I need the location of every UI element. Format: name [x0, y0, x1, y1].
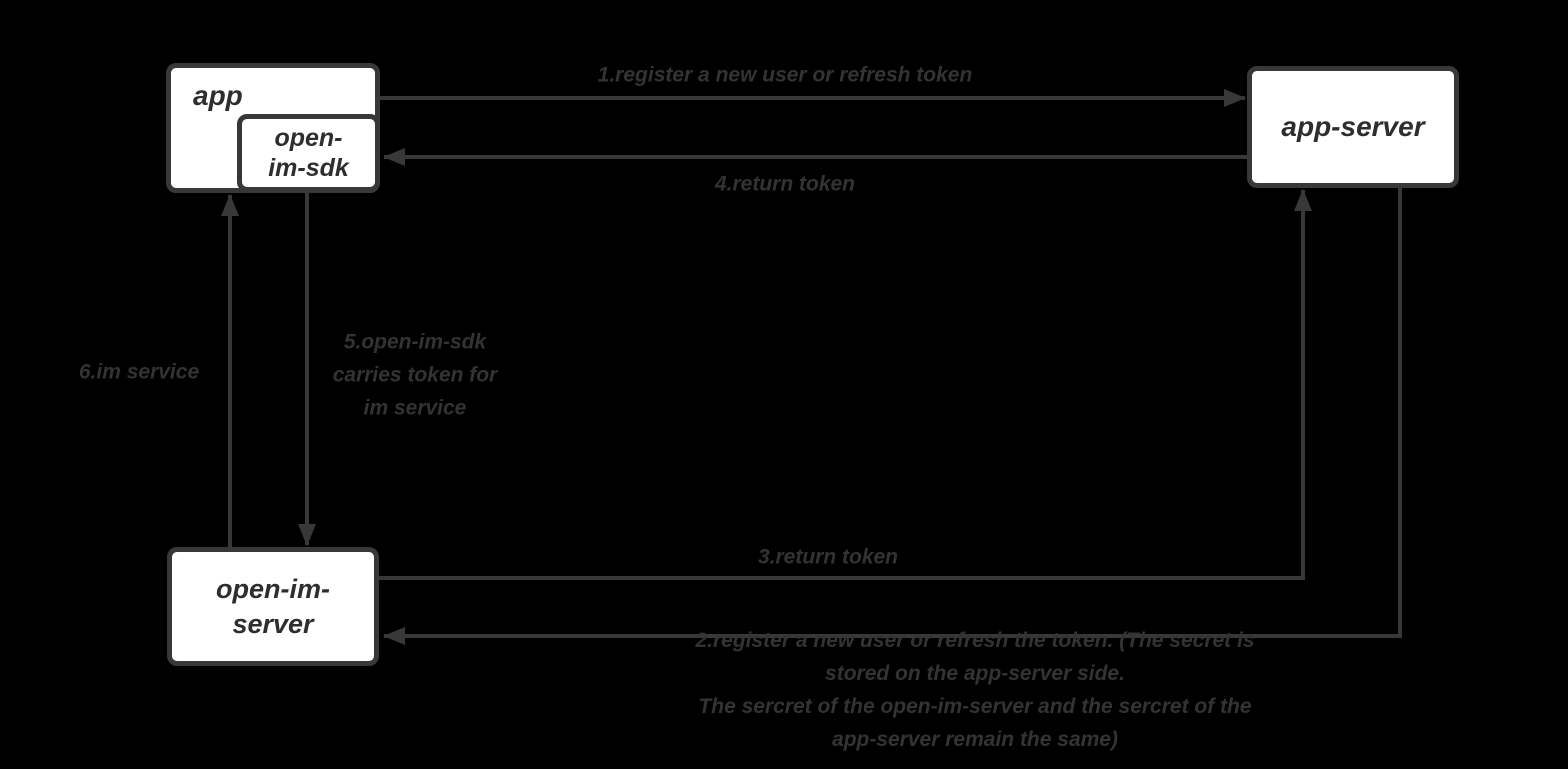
edge-label-im-service: 6.im service [78, 360, 200, 384]
arrow-register-with-secret [383, 188, 1402, 645]
node-app-server: app-server [1247, 66, 1459, 188]
node-open-im-server-label: open-im- server [216, 573, 330, 639]
node-open-im-sdk: open- im-sdk [237, 114, 380, 192]
node-app-label: app [193, 80, 243, 111]
arrow-return-token-to-app-server [379, 189, 1312, 580]
edge-label-register-with-secret: 2.register a new user or refresh the tok… [695, 629, 1255, 751]
edge-label-return-token-to-sdk: 4.return token [714, 172, 856, 196]
edge-label-register-token: 1.register a new user or refresh token [597, 63, 973, 87]
edge-label-return-token-to-app-server: 3.return token [757, 545, 899, 569]
node-app-server-label: app-server [1281, 111, 1425, 142]
edge-label-sdk-carries-token: 5.open-im-sdk carries token for im servi… [332, 330, 498, 420]
node-open-im-sdk-label: open- im-sdk [268, 124, 349, 182]
node-open-im-server: open-im- server [167, 547, 379, 666]
